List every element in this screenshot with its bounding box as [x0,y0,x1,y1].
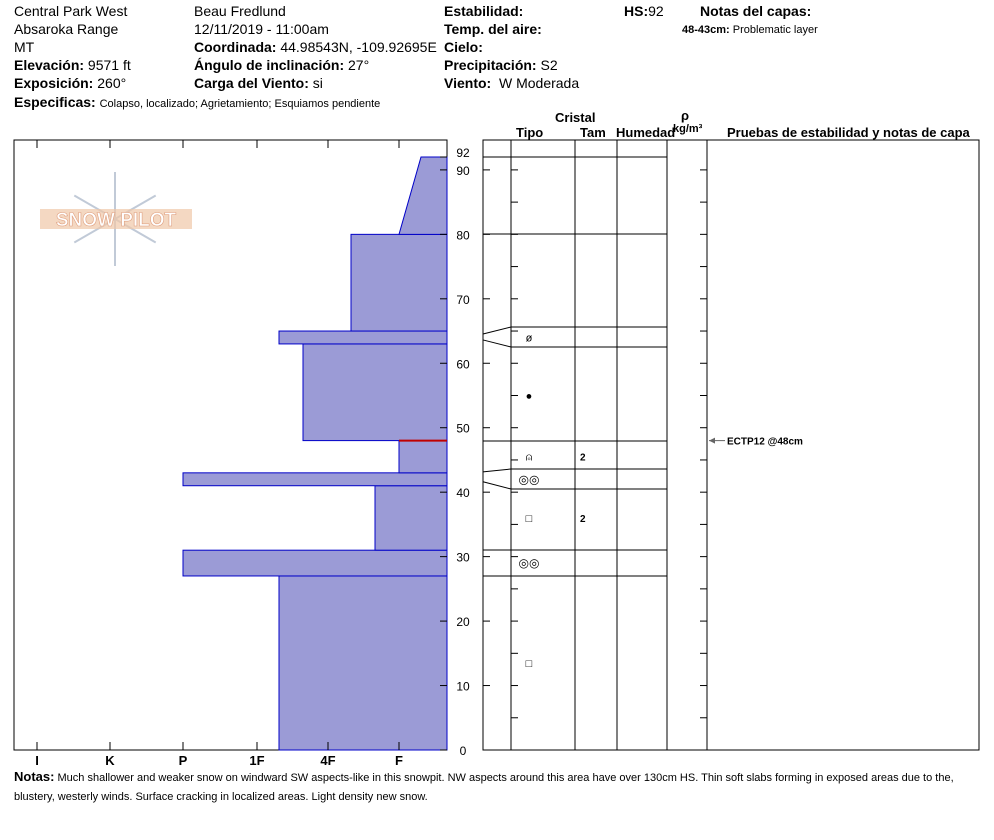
grain-type-symbol: ◎◎ [519,556,540,570]
range: Absaroka Range [14,21,119,37]
wind: Viento: W Moderada [444,75,580,91]
grain-type-symbol: □ [526,658,533,670]
y-tick-label-20: 20 [456,615,470,629]
y-tick-label-40: 40 [456,486,470,500]
grain-type-symbol: ● [526,390,533,402]
x-tick-label-P: P [179,753,188,768]
hardness-bar-5 [302,343,448,442]
grain-type-symbol: ⍝ [526,452,533,464]
x-tick-label-1F: 1F [249,753,264,768]
layer-boundary-63 [482,339,667,348]
y-tick-label-70: 70 [456,293,470,307]
col-tam: Tam [580,125,606,140]
logo-text: SNOW PILOT [56,210,177,231]
observer: Beau Fredlund [194,3,286,19]
precipitation: Precipitación: S2 [444,57,558,73]
grain-type-symbol: ◎◎ [519,472,540,486]
layer-table-frame [482,139,980,751]
y-tick-label-90: 90 [456,164,470,178]
hardness-bar-8 [398,156,448,235]
coordinates: Coordinada: 44.98543N, -109.92695E [194,39,437,55]
datetime: 12/11/2019 - 11:00am [194,21,329,37]
x-tick-label-K: K [105,753,115,768]
y-tick-label-50: 50 [456,422,470,436]
air-temp: Temp. del aire: [444,21,542,37]
layer-note: 48-43cm: Problematic layer [682,24,818,36]
x-tick-label-F: F [395,753,403,768]
layer-boundary-65 [482,326,667,335]
y-tick-label-92: 92 [456,146,470,160]
hardness-bar-6 [278,330,448,345]
elevation: Elevación: 9571 ft [14,57,131,73]
hardness-bar-7 [350,233,448,332]
aspect: Exposición: 260° [14,75,127,91]
y-tick-label-30: 30 [456,551,470,565]
stability-test-label: ECTP12 @48cm [727,437,803,448]
wind-load: Carga del Viento: si [194,75,323,91]
hardness-bar-3 [182,472,448,487]
hardness-bar-4 [398,440,448,474]
specifics: Especificas: Colapso, localizado; Agriet… [14,94,381,110]
col-density: kg/m³ [673,123,703,135]
hs: HS:92 [624,3,664,19]
stability: Estabilidad: [444,3,524,19]
layer-boundary-41 [482,481,667,490]
logo-band [40,209,192,229]
col-tipo: Tipo [516,125,544,140]
y-tick-label-10: 10 [456,680,470,694]
x-tick-label-I: I [35,753,39,768]
hardness-bar-2 [374,485,448,551]
notes: Notas: Much shallower and weaker snow on… [14,769,954,803]
y-tick-label-60: 60 [456,357,470,371]
y-tick-label-80: 80 [456,228,470,242]
sky: Cielo: [444,39,483,55]
col-rho: ρ [681,108,690,123]
grain-type-symbol: ø [526,332,533,344]
grain-size: 2 [580,453,586,464]
location: Central Park West [14,3,128,19]
grain-size: 2 [580,514,586,525]
y-tick-label-0: 0 [460,744,467,758]
layer-notes-label: Notas del capas: [700,3,812,19]
arrow-head-icon [709,437,715,444]
col-humedad: Humedad [616,125,676,140]
layer-boundary-43 [482,468,667,473]
grain-type-symbol: □ [526,513,533,525]
hardness-bar-0 [278,575,448,751]
x-tick-label-4F: 4F [320,753,335,768]
slope-angle: Ángulo de inclinación: 27° [194,57,370,73]
hardness-bar-1 [182,549,448,577]
col-cristal: Cristal [555,110,596,125]
state: MT [14,39,35,55]
col-tests: Pruebas de estabilidad y notas de capa [727,125,970,140]
